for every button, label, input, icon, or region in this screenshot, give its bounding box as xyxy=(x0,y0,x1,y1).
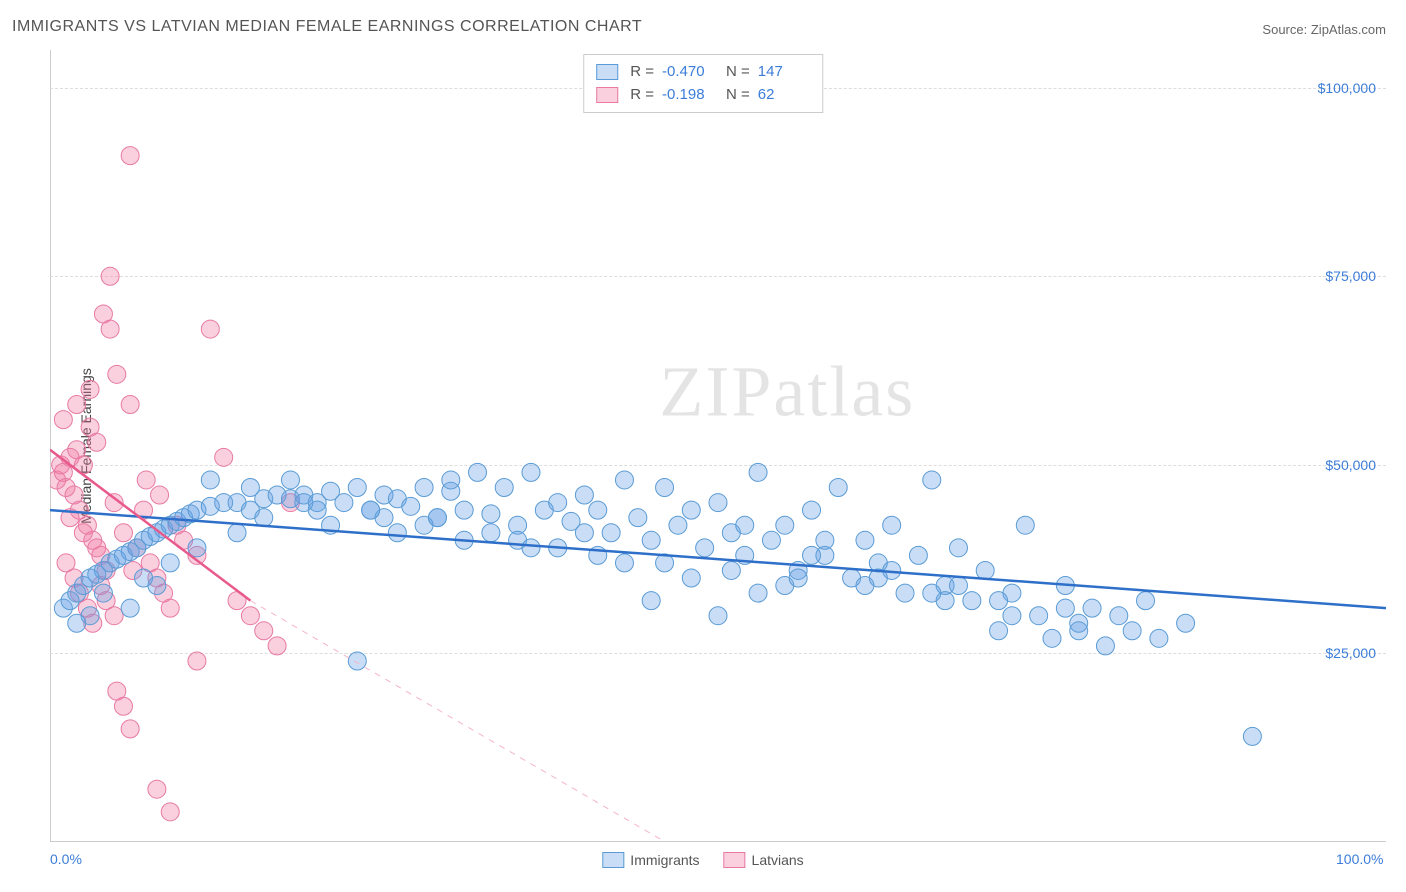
correlation-stats-box: R = -0.470 N = 147 R = -0.198 N = 62 xyxy=(583,54,823,113)
stat-r-label-0: R = xyxy=(630,61,654,84)
stat-n-value-1: 62 xyxy=(758,84,810,107)
source-label: Source: xyxy=(1262,22,1307,37)
chart-container: IMMIGRANTS VS LATVIAN MEDIAN FEMALE EARN… xyxy=(0,0,1406,892)
legend-item-immigrants: Immigrants xyxy=(602,852,699,868)
legend-label-latvians: Latvians xyxy=(752,852,804,868)
ytick-label: $50,000 xyxy=(1325,457,1376,473)
legend-swatch-latvians xyxy=(724,852,746,868)
stats-row-latvians: R = -0.198 N = 62 xyxy=(596,84,810,107)
plot-area xyxy=(50,50,1386,842)
gridline-h xyxy=(50,653,1386,654)
swatch-immigrants xyxy=(596,64,618,80)
stat-r-value-0: -0.470 xyxy=(662,61,714,84)
chart-title: IMMIGRANTS VS LATVIAN MEDIAN FEMALE EARN… xyxy=(12,18,642,36)
xtick-label-right: 100.0% xyxy=(1336,851,1383,867)
stat-r-value-1: -0.198 xyxy=(662,84,714,107)
stat-n-label-0: N = xyxy=(726,61,750,84)
legend-item-latvians: Latvians xyxy=(724,852,804,868)
legend-label-immigrants: Immigrants xyxy=(630,852,699,868)
stats-row-immigrants: R = -0.470 N = 147 xyxy=(596,61,810,84)
xtick-label-left: 0.0% xyxy=(50,851,82,867)
stat-n-label-1: N = xyxy=(726,84,750,107)
gridline-h xyxy=(50,465,1386,466)
ytick-label: $75,000 xyxy=(1325,268,1376,284)
ytick-label: $100,000 xyxy=(1318,80,1376,96)
ytick-label: $25,000 xyxy=(1325,645,1376,661)
stat-n-value-0: 147 xyxy=(758,61,810,84)
stat-r-label-1: R = xyxy=(630,84,654,107)
swatch-latvians xyxy=(596,87,618,103)
gridline-h xyxy=(50,276,1386,277)
source-name: ZipAtlas.com xyxy=(1311,22,1386,37)
bottom-legend: Immigrants Latvians xyxy=(602,852,803,868)
legend-swatch-immigrants xyxy=(602,852,624,868)
source-attribution: Source: ZipAtlas.com xyxy=(1262,22,1386,37)
